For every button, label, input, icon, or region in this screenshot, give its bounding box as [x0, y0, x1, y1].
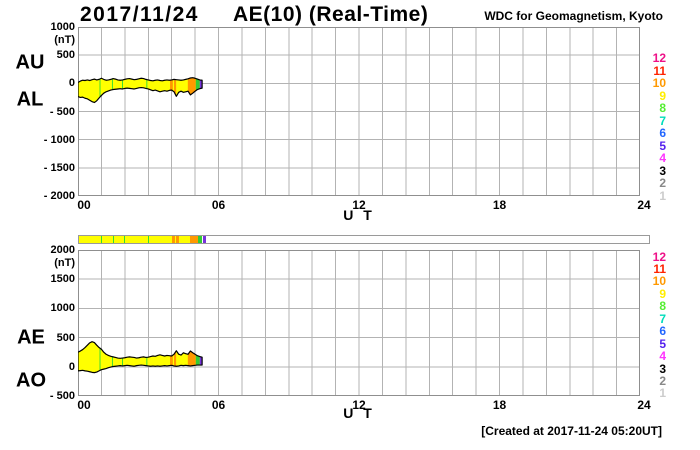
station-count-legend-item: 3 [659, 163, 666, 178]
y-tick-label: - 1000 [43, 133, 75, 146]
y-tick-label: - 2000 [43, 190, 75, 202]
station-bar-segment [113, 236, 115, 243]
y-tick-label: 2000 [50, 244, 75, 256]
plot-border [78, 27, 640, 196]
x-tick-label: 00 [77, 398, 91, 412]
x-tick-label: 06 [211, 398, 226, 412]
y-tick-label: 1000 [50, 21, 75, 33]
y-tick-label: 0 [68, 360, 75, 373]
grid-lines [78, 27, 640, 196]
organization-label: WDC for Geomagnetism, Kyoto [484, 9, 663, 23]
station-bar-segment [202, 236, 206, 243]
aeao-chart [78, 250, 640, 396]
station-count-legend-item: 5 [659, 138, 666, 153]
station-count-legend-item: 10 [652, 274, 666, 289]
station-bar-segment [123, 236, 125, 243]
station-count-legend-item: 6 [659, 126, 666, 140]
station-count-legend-item: 11 [653, 261, 666, 276]
station-bar-segment [178, 236, 191, 243]
x-tick-label: 06 [211, 198, 226, 212]
station-bar-segment [100, 236, 102, 243]
y-tick-label: - 1500 [43, 161, 75, 174]
station-count-legend-item: 7 [659, 113, 666, 128]
station-count-legend-item: 2 [659, 176, 666, 190]
station-count-legend-item: 4 [659, 151, 666, 165]
station-count-legend-item: 5 [659, 336, 666, 351]
station-coverage-bar [78, 235, 650, 244]
band-outline [78, 341, 203, 374]
station-count-legend-item: 7 [659, 311, 666, 326]
ao-axis-label: AO [16, 369, 46, 392]
station-count-legend-item: 3 [659, 361, 666, 376]
station-count-legend-item: 12 [652, 51, 666, 65]
page-title: AE(10) (Real-Time) [233, 3, 429, 26]
x-tick-label: 24 [637, 198, 651, 212]
y-tick-label: 1500 [50, 273, 75, 286]
x-tick-label: 18 [492, 198, 507, 212]
aual-chart [78, 27, 640, 196]
station-count-legend-item: 8 [659, 101, 666, 115]
ae-axis-label: AE [17, 326, 45, 349]
station-bar-segment [101, 236, 114, 243]
station-count-legend-item: 10 [652, 76, 666, 90]
station-count-legend-item: 12 [652, 249, 666, 264]
station-bar-segment [149, 236, 173, 243]
station-bar-segment [175, 236, 177, 243]
x-tick-label: 24 [637, 398, 651, 412]
station-count-legend-item: 8 [659, 299, 666, 314]
station-bar-segment [79, 236, 101, 243]
y-axis-unit: (nT) [54, 257, 75, 269]
x-tick-label: 12 [352, 198, 366, 212]
au-axis-label: AU [15, 51, 45, 74]
band-outline [78, 77, 203, 104]
x-tick-label: 18 [492, 398, 507, 412]
station-bar-segment [190, 236, 199, 243]
station-count-legend-item: 1 [659, 386, 666, 401]
y-tick-label: 1000 [50, 302, 75, 315]
station-bar-segment [172, 236, 176, 243]
station-bar-segment [198, 236, 203, 243]
station-count-legend-item: 2 [659, 374, 666, 388]
x-tick-label: 12 [352, 398, 366, 412]
ut-axis-label-bottom: U T [343, 405, 375, 421]
y-tick-label: 0 [68, 77, 75, 90]
station-count-legend-item: 6 [659, 324, 666, 339]
station-bar-segment [114, 236, 124, 243]
y-tick-label: 500 [56, 331, 75, 344]
plot-border [78, 250, 640, 396]
ut-axis-label-top: U T [343, 207, 375, 223]
station-bar-segment [176, 236, 179, 243]
x-tick-label: 00 [77, 198, 91, 212]
title-date: 2017/11/24 [80, 3, 199, 26]
station-count-legend-item: 4 [659, 349, 666, 364]
al-axis-label: AL [16, 88, 44, 111]
grid-lines [78, 250, 640, 396]
station-count-legend-item: 11 [653, 63, 666, 78]
station-count-legend-item: 9 [659, 88, 666, 103]
station-count-legend-item: 1 [659, 188, 666, 203]
station-bar-segment [124, 236, 149, 243]
created-timestamp: [Created at 2017-11-24 05:20UT] [481, 424, 662, 438]
y-tick-label: - 500 [49, 105, 75, 118]
station-count-legend-item: 9 [659, 286, 666, 301]
station-color-stripes [99, 341, 203, 373]
y-axis-unit: (nT) [54, 34, 75, 46]
y-tick-label: - 500 [49, 390, 75, 402]
index-band [78, 77, 203, 103]
station-bar-segment [148, 236, 150, 243]
y-tick-label: 500 [56, 49, 75, 62]
